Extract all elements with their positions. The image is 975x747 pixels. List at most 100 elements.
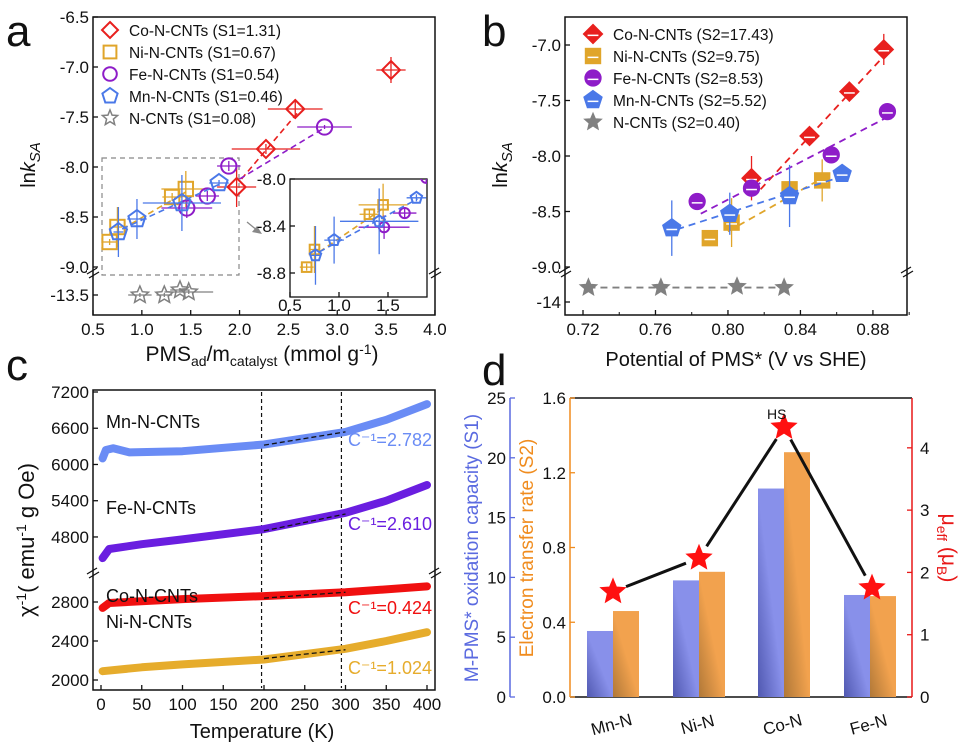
y-title-part: χ — [14, 605, 39, 617]
legend-label: Ni-N-CNTs (S2=9.75) — [613, 49, 760, 66]
axis-break-mark — [428, 567, 440, 575]
y-tick-label: -6.5 — [60, 8, 89, 27]
zoom-arrow-head — [252, 226, 262, 234]
data-point — [359, 208, 380, 221]
circle-marker — [878, 102, 897, 121]
star-marker — [578, 277, 599, 296]
x-tick-label: 0.5 — [81, 320, 105, 339]
y-tick-label: 6000 — [51, 455, 89, 474]
panel-letter-d: d — [482, 346, 506, 395]
y-tick-label: -9.0 — [532, 258, 561, 277]
diamond-marker — [582, 23, 604, 45]
y-tick-label: -8.5 — [60, 208, 89, 227]
axis-break-mark — [86, 567, 98, 575]
panel-c: 0 50 100 150 200 250 300 350 400 7200 6600 6000 5400… — [13, 383, 442, 743]
series-N — [128, 279, 214, 304]
fit-line — [239, 128, 324, 180]
legend-label: Fe-N-CNTs (S2=8.53) — [613, 71, 763, 88]
y3-title-part: ) — [937, 575, 960, 582]
y-tick-label: 0.0 — [542, 688, 566, 707]
y-tick-label: 5400 — [51, 492, 89, 511]
star-marker — [583, 111, 603, 131]
curie-constant-label: C⁻¹=1.024 — [348, 658, 432, 678]
data-point — [209, 172, 229, 192]
mu-eff-line — [705, 438, 778, 548]
mu-eff-point — [858, 573, 886, 600]
x-tick-label: 3.0 — [325, 320, 349, 339]
s2-bar — [699, 571, 725, 697]
x-tick-label: 1.0 — [327, 296, 351, 315]
star-marker — [599, 577, 627, 604]
fit-line — [319, 198, 418, 253]
data-point — [127, 199, 147, 239]
mu-eff-point — [599, 577, 627, 604]
x-tick-label: 0.80 — [711, 320, 744, 339]
chi-curve — [98, 628, 431, 676]
circle-marker — [315, 118, 334, 136]
diamond-marker — [838, 81, 860, 103]
s2-bar — [870, 596, 896, 697]
curie-constant-label: C⁻¹=2.782 — [348, 430, 432, 450]
y-axis-title: lnkSA — [490, 142, 516, 188]
y-tick-label: -8.5 — [532, 203, 561, 222]
circle-marker — [688, 192, 706, 211]
axis-break-mark — [558, 266, 570, 274]
curie-fit-line — [263, 591, 346, 599]
data-point — [297, 118, 352, 136]
data-point — [392, 206, 417, 220]
star-marker — [858, 573, 886, 600]
series-Mn — [308, 188, 427, 285]
curve-Mn-N-CNTs: Mn-N-CNTs C⁻¹=2.782 — [98, 400, 432, 463]
s2-bar — [613, 611, 639, 697]
y-tick-label: 10 — [487, 568, 506, 587]
data-point — [299, 261, 314, 273]
y3-title-part: B — [934, 566, 950, 575]
circle-marker — [420, 179, 427, 184]
x-tick-label: 400 — [413, 695, 441, 714]
legend-label: N-CNTs (S1=0.08) — [129, 111, 256, 128]
series-Fe — [688, 102, 897, 215]
x-title-part: ) — [372, 343, 379, 366]
y-tick-label: 2 — [920, 563, 929, 582]
curve-label: Co-N-CNTs — [106, 586, 198, 606]
pentagon-marker — [327, 232, 341, 246]
legend-item: Fe-N-CNTs (S2=8.53) — [584, 69, 763, 88]
square-marker — [300, 261, 313, 273]
x-tick-label: 1.5 — [179, 320, 203, 339]
diamond-marker — [380, 59, 402, 81]
curie-constant-label: C⁻¹=0.424 — [348, 598, 432, 618]
data-point — [720, 192, 740, 235]
axis-break-mark — [430, 271, 442, 279]
x-tick-label: 0.76 — [639, 320, 672, 339]
panel-a: 0.5 1.0 1.5 2.0 2.5 3.0 3.5 4.0 -6.5 -7.0 -7.5 -8.0… — [50, 8, 550, 369]
panel-d: 0 5 10 15 20 25 0.0 0.4 0.8 1.2 1.6 0 1 2 3 4 Mn-N Ni-N Co… — [462, 389, 960, 739]
x-tick-label: 0.5 — [278, 296, 302, 315]
data-point — [339, 188, 419, 255]
legend-label: Ni-N-CNTs (S1=0.67) — [129, 45, 276, 62]
y-axis-title: χ-1( emu-1 g Oe) — [13, 463, 39, 617]
y-tick-label: -7.0 — [60, 58, 89, 77]
curie-fit-line — [263, 513, 346, 532]
y2-axis-title: Electron transfer rate (S2) — [517, 439, 538, 658]
y-tick-label: 4 — [920, 439, 929, 458]
x-title-part: PMS — [145, 343, 191, 366]
curve-Ni-N-CNTs: Ni-N-CNTs C⁻¹=1.024 — [98, 612, 432, 678]
y-title-part: ln — [490, 172, 512, 188]
x-title-part: catalyst — [230, 353, 278, 369]
y-title-part: ( emu — [14, 537, 39, 593]
s1-bar — [758, 488, 784, 697]
inset-plot: 0.5 1.0 1.5 -8.0 -8.4 -8.8 — [257, 127, 550, 315]
data-point — [267, 98, 323, 120]
data-point — [651, 277, 671, 296]
axis-break-mark — [428, 267, 440, 275]
data-point — [662, 200, 682, 256]
series-Mn — [108, 172, 229, 257]
circle-marker — [178, 199, 196, 217]
bar-group-Co-N: Co-N — [758, 452, 810, 739]
y-tick-label: 4800 — [51, 528, 89, 547]
legend-item: N-CNTs (S2=0.40) — [583, 111, 740, 132]
data-point — [495, 127, 550, 137]
data-point — [727, 276, 747, 295]
y-title-part: SA — [27, 142, 44, 162]
